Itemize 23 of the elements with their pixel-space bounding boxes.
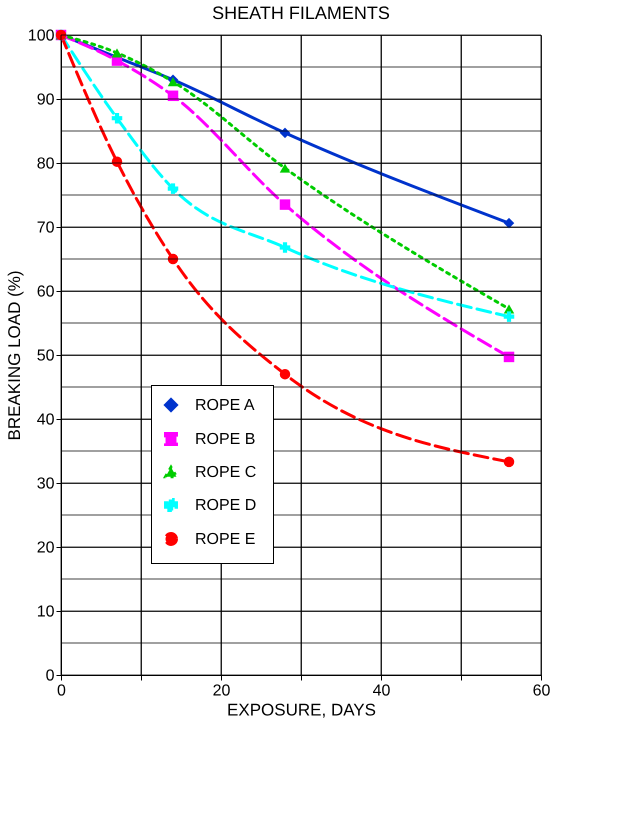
x-tick-label: 60 [532,682,550,700]
legend-label: ROPE A [195,397,255,414]
y-tick-label: 50 [36,348,55,364]
y-tick-label: 80 [36,156,55,172]
y-tick-label: 30 [36,476,55,492]
y-tick-label: 0 [46,668,55,684]
legend-label: ROPE B [195,431,256,448]
y-tick-label: 60 [36,284,55,300]
x-axis-title: EXPOSURE, DAYS [227,700,376,720]
y-tick-label: 10 [36,604,55,620]
x-tick-label: 40 [372,682,390,700]
y-tick-label: 70 [36,220,55,236]
legend-label: ROPE C [195,464,256,481]
legend-label: ROPE E [195,531,256,548]
y-axis-title: BREAKING LOAD (%) [4,270,24,441]
y-tick-label: 90 [36,92,55,108]
x-tick-label: 20 [212,682,230,700]
y-tick-label: 20 [36,540,55,556]
x-tick-label: 0 [57,682,66,700]
chart-title: SHEATH FILAMENTS [212,3,390,23]
y-tick-label: 100 [28,28,55,44]
legend-label: ROPE D [195,497,256,514]
y-tick-label: 40 [36,412,55,428]
